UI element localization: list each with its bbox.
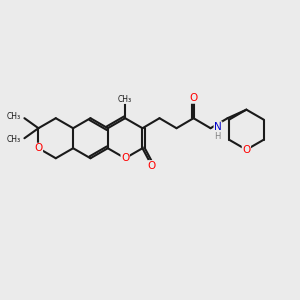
Text: CH₃: CH₃ [118,94,132,103]
Text: O: O [189,93,198,103]
Text: O: O [148,160,156,171]
Text: CH₃: CH₃ [7,135,21,144]
Text: O: O [121,153,129,163]
Text: H: H [214,132,220,141]
Text: N: N [214,122,222,132]
Text: CH₃: CH₃ [7,112,21,121]
Text: O: O [242,145,250,155]
Text: O: O [34,143,43,153]
